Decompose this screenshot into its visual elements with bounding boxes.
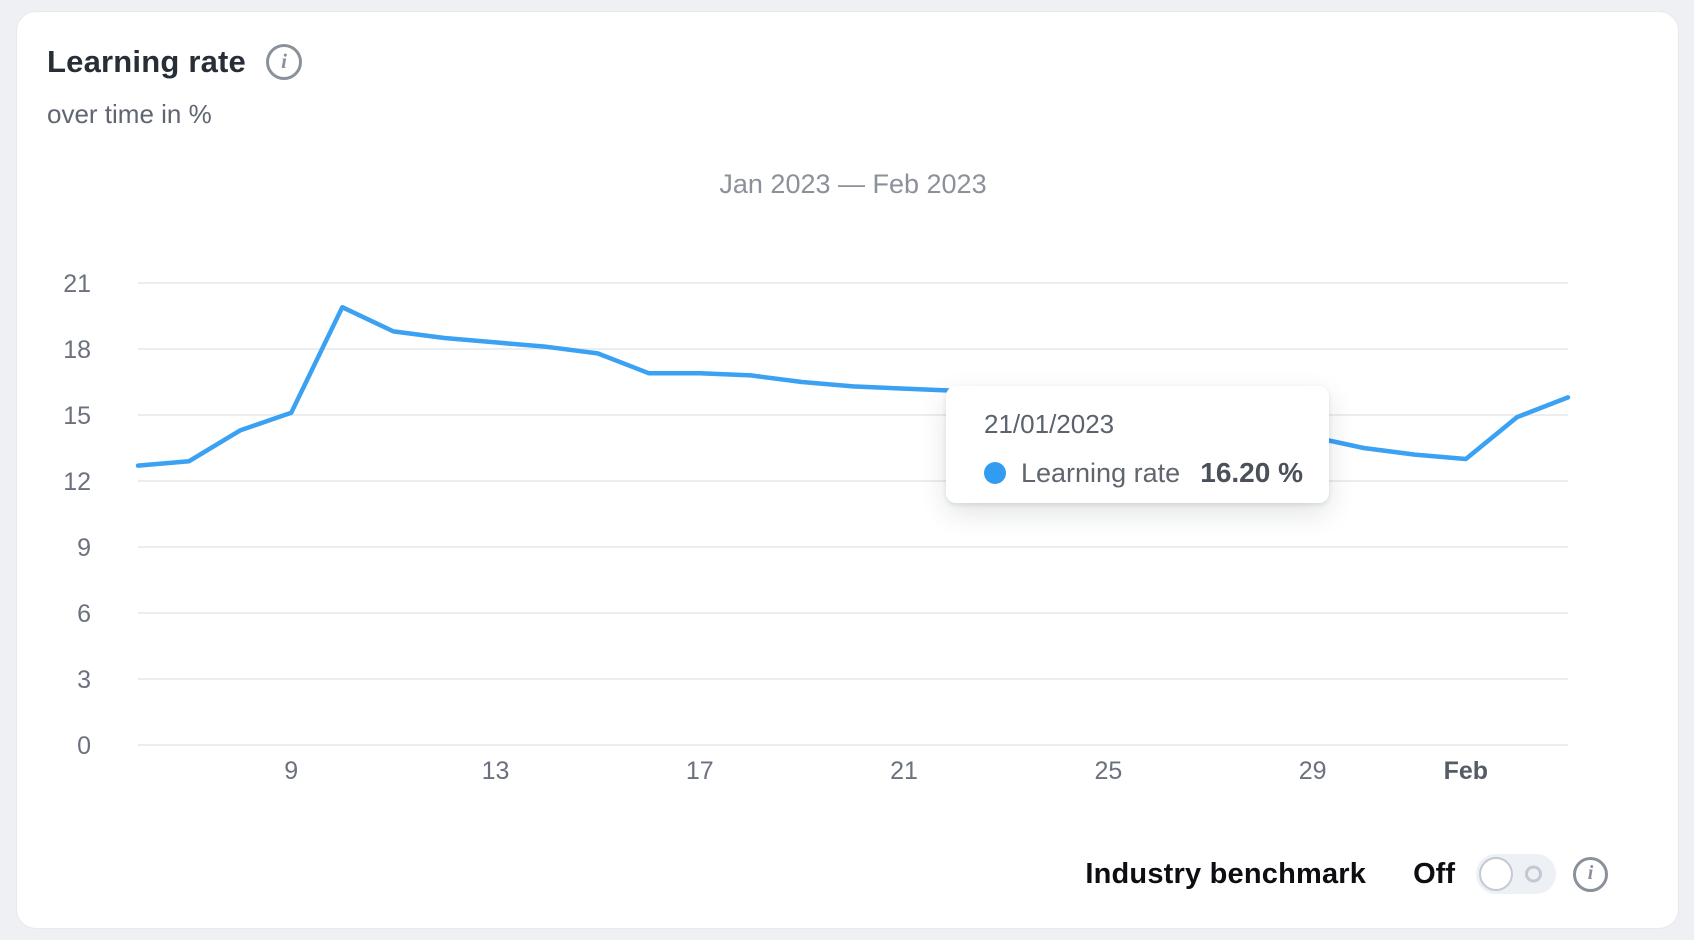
- y-tick-label: 3: [77, 666, 91, 694]
- card-header: Learning rate i over time in %: [47, 42, 302, 130]
- benchmark-info-icon[interactable]: i: [1573, 856, 1608, 892]
- y-tick-label: 0: [77, 732, 91, 760]
- y-tick-label: 12: [63, 468, 91, 496]
- industry-benchmark-toggle[interactable]: [1476, 854, 1556, 894]
- y-tick-label: 21: [63, 270, 91, 298]
- chart-date-range: Jan 2023 — Feb 2023: [719, 169, 987, 199]
- chart-subtitle: over time in %: [47, 99, 212, 129]
- tooltip-series-value: 16.20 %: [1200, 457, 1303, 488]
- x-tick-label: 13: [482, 757, 510, 785]
- benchmark-state-label: Off: [1413, 857, 1455, 890]
- learning-rate-chart[interactable]: 0 3 6 9 12 15 18 21 9 13 17 21 25 29 Feb: [17, 12, 1680, 930]
- tooltip-series-dot: [984, 462, 1006, 484]
- y-tick-label: 18: [63, 336, 91, 364]
- benchmark-controls: Industry benchmark Off i: [1085, 853, 1608, 895]
- industry-benchmark-label: Industry benchmark: [1085, 857, 1367, 890]
- x-tick-label: 17: [686, 757, 714, 785]
- chart-tooltip: 21/01/2023 Learning rate 16.20 %: [946, 386, 1329, 503]
- page-title: Learning rate: [47, 44, 246, 79]
- y-tick-label: 9: [77, 534, 91, 562]
- title-info-icon[interactable]: i: [265, 44, 302, 80]
- x-tick-label: 29: [1299, 757, 1327, 785]
- y-tick-label: 15: [63, 402, 91, 430]
- learning-rate-card: Learning rate i over time in % Jan 2023 …: [16, 11, 1679, 929]
- tooltip-date: 21/01/2023: [984, 409, 1115, 439]
- tooltip-series-label: Learning rate: [1021, 457, 1181, 488]
- toggle-knob: [1479, 857, 1513, 891]
- x-tick-label: Feb: [1444, 757, 1488, 785]
- y-tick-label: 6: [77, 600, 91, 628]
- x-tick-label: 9: [284, 757, 298, 785]
- learning-rate-line: [135, 304, 1571, 468]
- toggle-ring-icon: [1525, 865, 1542, 883]
- x-tick-label: 21: [890, 757, 918, 785]
- x-tick-label: 25: [1094, 757, 1122, 785]
